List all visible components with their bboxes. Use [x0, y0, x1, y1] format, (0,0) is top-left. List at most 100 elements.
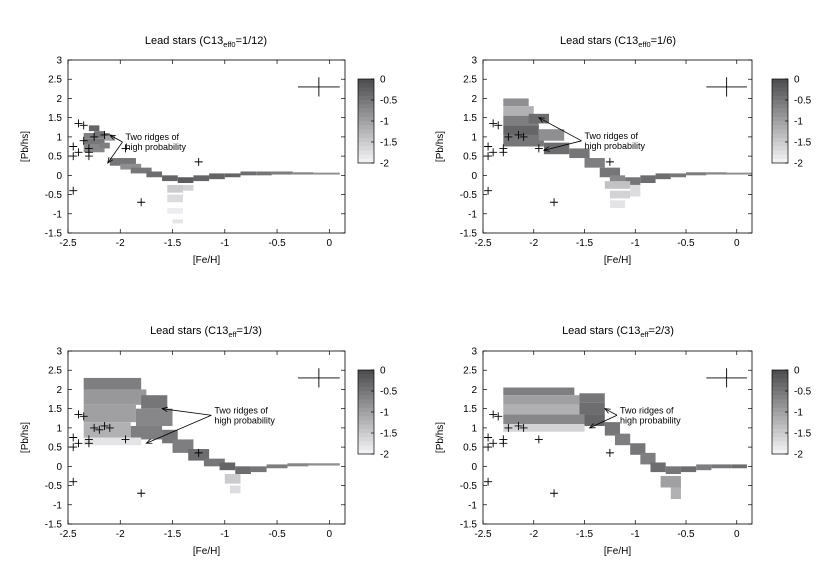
colorbar-segment — [358, 412, 374, 417]
annotation-text: high probability — [585, 141, 646, 151]
colorbar-tick-label: 0 — [794, 366, 800, 377]
heatmap-cell — [203, 458, 225, 467]
colorbar-segment — [772, 407, 788, 413]
colorbar-segment — [772, 125, 788, 130]
colorbar-segment — [358, 121, 374, 126]
data-point — [69, 477, 78, 486]
panel-4: -2.5 -2 -1.5 -1 -0.5 0 -1.5 -1 -0.5 0 0.5 1 1.5 2 2.5 3… — [435, 325, 812, 557]
annotation-text: high probability — [620, 415, 681, 425]
heatmap-cell — [172, 219, 183, 224]
data-point — [194, 448, 203, 457]
heatmap-cell — [141, 395, 168, 409]
colorbar-tick-label: -0.5 — [380, 387, 398, 398]
colorbar-segment — [358, 382, 374, 388]
annotation-arrowhead — [542, 146, 550, 152]
x-tick-label: -1 — [220, 238, 229, 249]
heatmap-cell — [94, 131, 105, 137]
data-point — [489, 410, 498, 419]
colorbar-segment — [772, 137, 788, 143]
x-tick-label: -2.5 — [59, 238, 77, 249]
y-tick-label: 2 — [471, 385, 477, 396]
colorbar-segment — [772, 154, 788, 160]
data-point — [484, 433, 493, 442]
heatmap-cell — [614, 433, 631, 446]
heatmap-cell — [219, 462, 236, 471]
heatmap-cell — [177, 177, 194, 184]
annotation-text: Two ridges of — [214, 405, 268, 415]
colorbar-segment — [772, 150, 788, 156]
data-point — [489, 148, 498, 157]
heatmap-cell — [503, 98, 529, 107]
colorbar-segment — [358, 142, 374, 147]
y-tick-label: 3 — [471, 56, 477, 67]
colorbar-segment — [772, 391, 788, 396]
heatmap-cell — [109, 158, 136, 166]
data-point — [90, 132, 99, 141]
heatmap-cell — [146, 171, 163, 178]
x-tick-label: -1 — [631, 238, 640, 249]
y-tick-label: 0.5 — [48, 443, 62, 454]
plot-frame — [67, 350, 346, 525]
heatmap-cell — [224, 474, 241, 484]
colorbar-segment — [358, 403, 374, 409]
heatmap-cell — [130, 425, 163, 440]
heatmap-cell — [584, 158, 605, 168]
heatmap-cells — [503, 98, 752, 209]
data-point — [90, 423, 99, 432]
title-main: Lead stars (C13 — [560, 35, 638, 47]
colorbar-tick-label: -2 — [380, 159, 389, 170]
heatmap-cell — [665, 466, 681, 475]
heatmap-cells — [83, 125, 340, 224]
colorbar-tick-label: -1.5 — [794, 138, 812, 149]
heatmap-cell — [528, 113, 549, 124]
colorbar-segment — [772, 112, 788, 118]
y-axis-label: [Pb/hs] — [435, 131, 446, 162]
colorbar-segment — [358, 433, 374, 438]
heatmap-cell — [584, 414, 605, 426]
heatmap-cell — [83, 138, 105, 145]
colorbar-segment — [772, 146, 788, 151]
colorbar-segment — [772, 87, 788, 93]
annotation-arrow — [543, 140, 582, 151]
colorbar-tick-label: -0.5 — [794, 96, 812, 107]
heatmap-cell — [130, 167, 152, 174]
heatmap-cell — [630, 184, 641, 197]
data-point — [504, 423, 513, 432]
data-point — [100, 130, 109, 139]
heatmap-cell — [104, 134, 116, 141]
y-tick-label: 1.5 — [48, 113, 62, 124]
data-point — [100, 421, 109, 430]
heatmap-cell — [120, 163, 142, 170]
y-tick-label: -0.5 — [460, 481, 478, 492]
heatmap-cell — [696, 464, 712, 471]
heatmap-cell — [83, 377, 142, 390]
chart-title: Lead stars (C13eff0=1/6) — [560, 35, 676, 49]
annotation-arrowhead — [603, 408, 611, 414]
colorbar-segment — [358, 129, 374, 135]
panel-2: -2.5 -2 -1.5 -1 -0.5 0 -1.5 -1 -0.5 0 0.5 1 1.5 2 2.5 3… — [435, 35, 812, 266]
colorbar-tick-label: -1 — [380, 117, 389, 128]
colorbar-segment — [772, 104, 788, 109]
x-tick-label: -1.5 — [576, 529, 594, 540]
y-tick-label: 0 — [56, 171, 62, 182]
data-point — [499, 148, 508, 157]
heatmap-cell — [655, 173, 671, 180]
colorbar-segment — [358, 83, 374, 88]
heatmap-cell — [579, 402, 605, 415]
heatmap-cell — [569, 148, 590, 159]
data-point — [74, 410, 83, 419]
data-point — [69, 142, 78, 151]
colorbar-segment — [358, 449, 374, 455]
colorbar-segment — [772, 133, 788, 139]
x-axis-label: [Fe/H] — [193, 546, 220, 557]
heatmap-cell — [711, 464, 732, 469]
data-point — [519, 423, 528, 432]
chart-title: Lead stars (C13eff0=1/12) — [145, 35, 267, 49]
colorbar-tick-label: -0.5 — [380, 96, 398, 107]
colorbar-segment — [772, 116, 788, 122]
colorbar-tick-label: -2 — [794, 450, 803, 461]
data-point — [605, 448, 614, 457]
data-point — [534, 435, 543, 444]
colorbar-tick-label: -1.5 — [794, 429, 812, 440]
